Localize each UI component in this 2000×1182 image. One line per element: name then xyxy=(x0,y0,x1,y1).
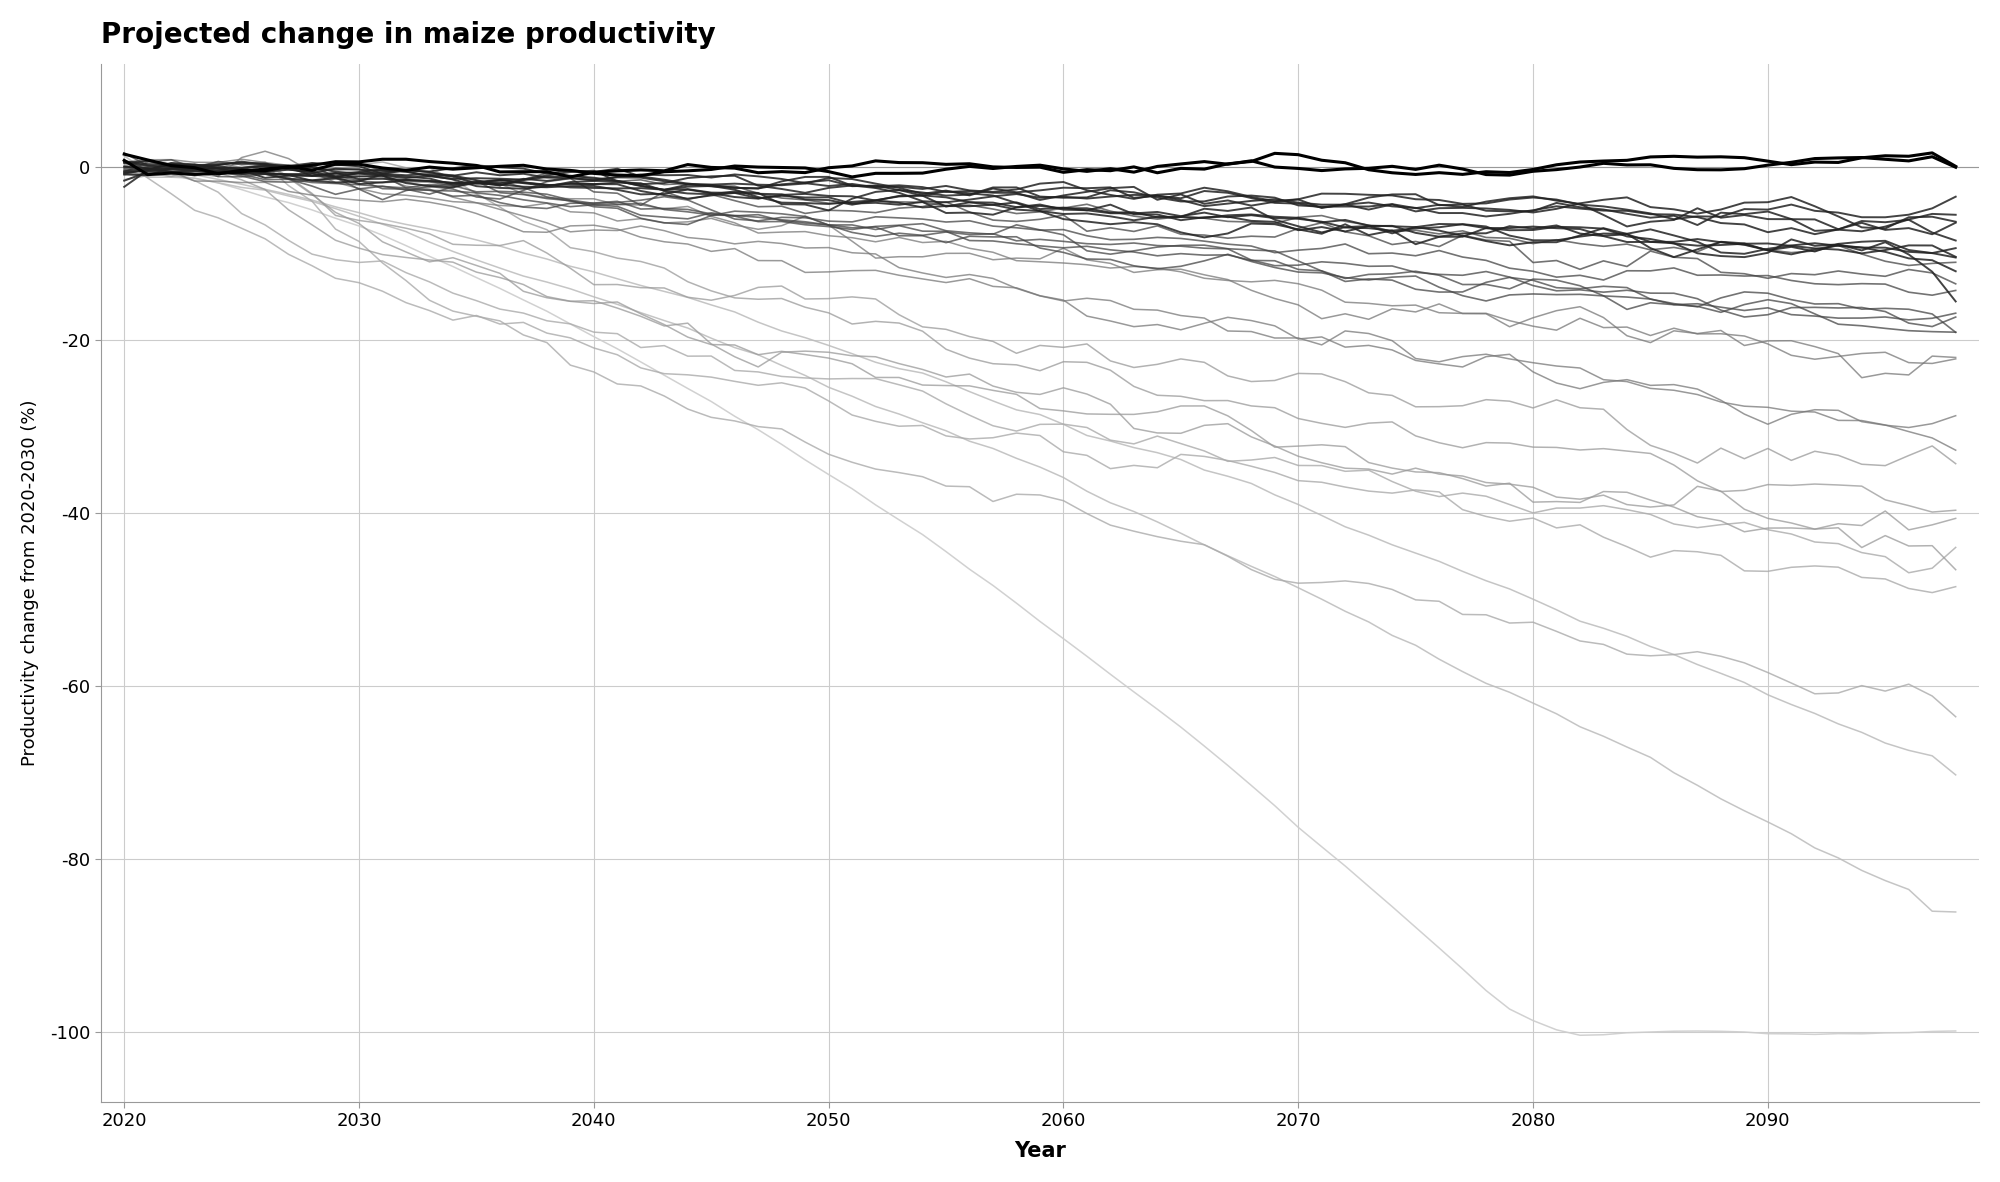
Y-axis label: Productivity change from 2020-2030 (%): Productivity change from 2020-2030 (%) xyxy=(20,400,38,766)
X-axis label: Year: Year xyxy=(1014,1141,1066,1161)
Text: Projected change in maize productivity: Projected change in maize productivity xyxy=(100,21,716,48)
